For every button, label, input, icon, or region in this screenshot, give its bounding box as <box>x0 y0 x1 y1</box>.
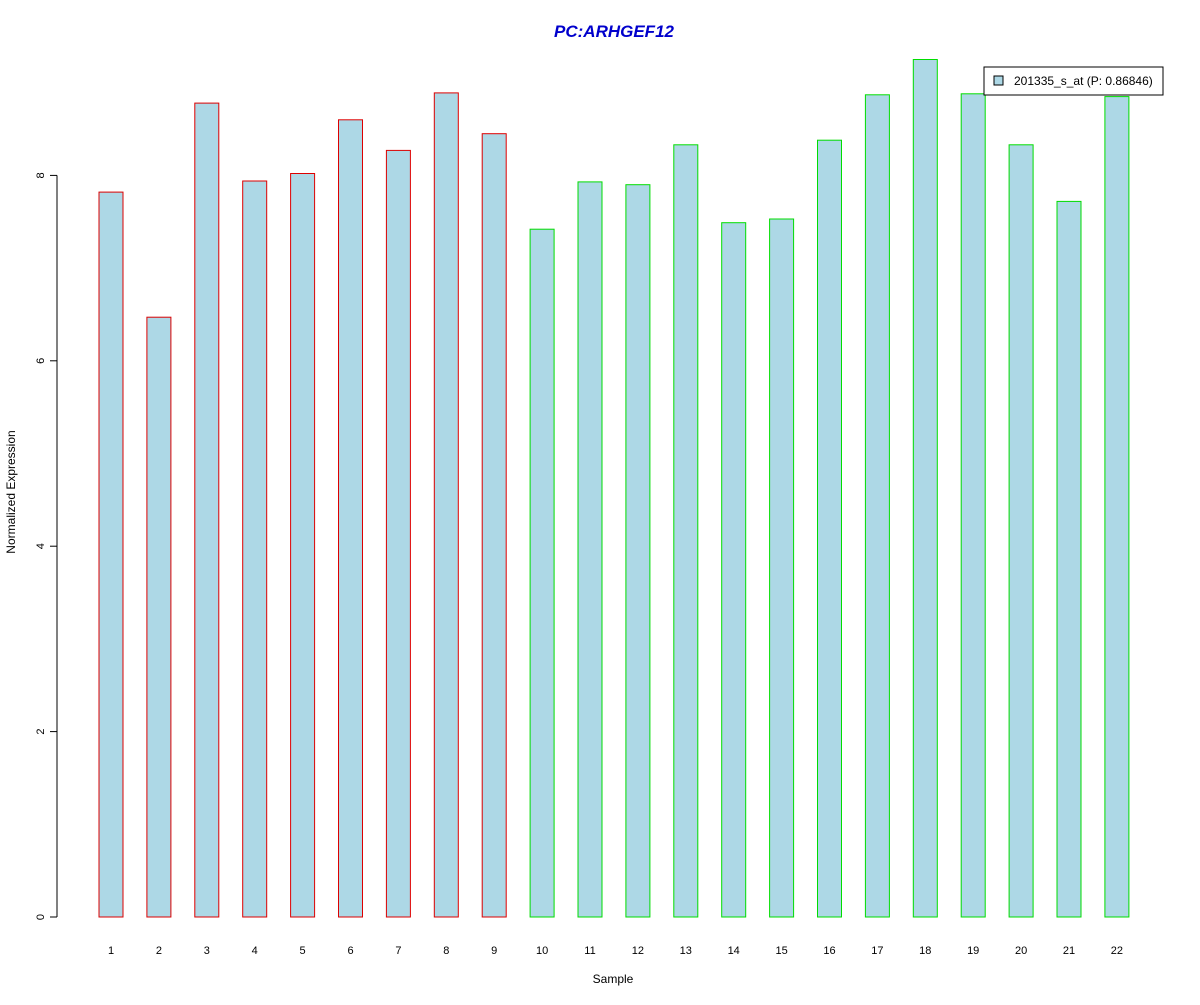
bar-sample-13 <box>673 144 699 918</box>
x-tick-label-6: 6 <box>347 945 353 957</box>
bar-sample-5 <box>290 173 316 918</box>
y-tick-label-4: 4 <box>35 543 47 549</box>
x-tick-label-16: 16 <box>823 945 835 957</box>
bar-sample-8 <box>433 92 459 918</box>
x-axis: 1 2 3 4 5 6 7 8 9 10 11 12 13 14 15 16 17 18 19 20 21 22 <box>108 945 1123 957</box>
y-tick-label-8: 8 <box>35 172 47 178</box>
legend-box <box>983 66 1164 96</box>
x-tick-label-4: 4 <box>252 945 258 957</box>
bar-sample-9 <box>481 133 507 918</box>
x-axis-label: Sample <box>593 972 634 986</box>
plot-area <box>98 59 1130 918</box>
legend-swatch <box>993 75 1004 86</box>
bar-sample-17 <box>864 94 890 918</box>
bar-sample-14 <box>721 222 747 918</box>
legend-entry-label: 201335_s_at (P: 0.86846) <box>1014 74 1153 88</box>
x-tick-label-14: 14 <box>728 945 740 957</box>
bar-sample-15 <box>769 218 795 918</box>
bar-sample-19 <box>960 93 986 918</box>
x-tick-label-10: 10 <box>536 945 548 957</box>
x-tick-label-5: 5 <box>300 945 306 957</box>
y-axis-label: Normalized Expression <box>4 430 18 553</box>
y-tick-label-2: 2 <box>35 729 47 735</box>
bar-sample-21 <box>1056 200 1082 918</box>
x-tick-label-19: 19 <box>967 945 979 957</box>
x-tick-label-20: 20 <box>1015 945 1027 957</box>
y-axis: 0 2 4 6 8 <box>35 172 58 920</box>
x-tick-label-17: 17 <box>871 945 883 957</box>
x-tick-label-9: 9 <box>491 945 497 957</box>
y-tick-label-6: 6 <box>35 358 47 364</box>
bar-sample-11 <box>577 181 603 918</box>
x-tick-label-22: 22 <box>1111 945 1123 957</box>
bar-sample-18 <box>912 59 938 918</box>
x-tick-label-12: 12 <box>632 945 644 957</box>
bar-sample-7 <box>385 149 411 918</box>
legend: 201335_s_at (P: 0.86846) <box>983 66 1164 96</box>
bar-sample-10 <box>529 228 555 918</box>
x-tick-label-11: 11 <box>584 945 595 957</box>
bar-sample-6 <box>338 119 363 918</box>
bar-sample-22 <box>1104 96 1130 918</box>
y-tick-label-0: 0 <box>35 914 47 920</box>
bar-sample-16 <box>817 139 842 918</box>
bar-sample-4 <box>242 180 268 918</box>
x-tick-label-3: 3 <box>204 945 210 957</box>
bar-sample-2 <box>146 316 172 918</box>
x-tick-label-15: 15 <box>775 945 787 957</box>
bar-sample-12 <box>625 184 651 918</box>
chart-title: PC:ARHGEF12 <box>554 22 675 41</box>
x-tick-label-13: 13 <box>680 945 692 957</box>
x-tick-label-18: 18 <box>919 945 931 957</box>
x-tick-label-8: 8 <box>443 945 449 957</box>
x-tick-label-1: 1 <box>108 945 114 957</box>
bar-sample-1 <box>98 191 124 918</box>
bar-sample-20 <box>1008 144 1034 918</box>
x-tick-label-2: 2 <box>156 945 162 957</box>
bar-sample-3 <box>194 102 220 918</box>
x-tick-label-7: 7 <box>395 945 401 957</box>
x-tick-label-21: 21 <box>1063 945 1075 957</box>
